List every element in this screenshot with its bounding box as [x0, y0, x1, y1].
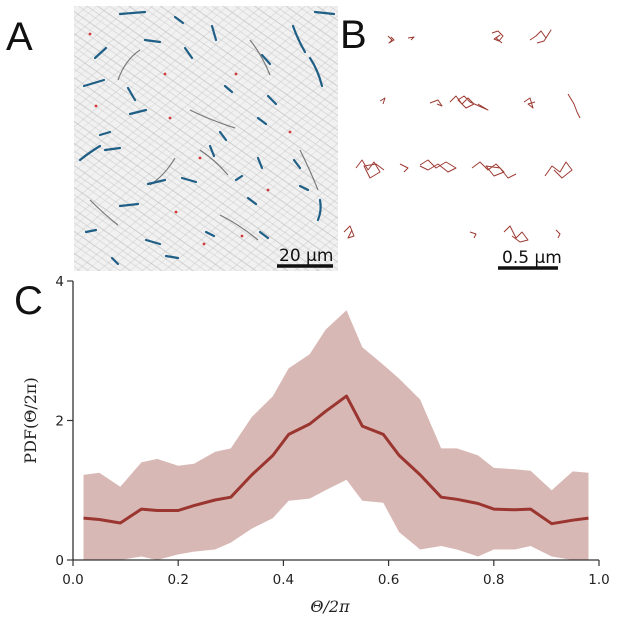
- tracked-filaments: [78, 10, 336, 266]
- panel-a-letter: A: [6, 15, 33, 59]
- red-dots: [88, 32, 292, 246]
- panel-c-letter: C: [14, 279, 43, 323]
- y-tick-label: 0: [55, 553, 64, 569]
- x-tick-label: 0.8: [483, 572, 504, 588]
- panel-a-scalebar-label: 20 μm: [279, 246, 333, 266]
- y-tick-label: 4: [55, 274, 64, 290]
- x-axis-label: Θ/2π: [310, 597, 350, 616]
- x-tick-label: 0.2: [167, 572, 188, 588]
- y-axis-label: PDF(Θ/2π): [21, 377, 40, 463]
- x-tick-label: 0.0: [62, 572, 83, 588]
- y-tick-label: 2: [55, 414, 64, 430]
- x-tick-label: 0.6: [378, 572, 399, 588]
- panel-a-microscopy-image: [74, 6, 338, 271]
- panel-b-letter: B: [340, 13, 367, 57]
- mean-line: [83, 394, 589, 526]
- panel-b-scalebar-label: 0.5 μm: [502, 248, 562, 268]
- dark-filament-streaks: [89, 39, 319, 241]
- x-tick-label: 1.0: [588, 572, 609, 588]
- panel-b-trajectories: [343, 29, 581, 243]
- x-tick-label: 0.4: [273, 572, 294, 588]
- pdf-chart: 0.0 0.2 0.4 0.6 0.8 1.0 0 2 4 Θ/2π PDF(Θ/2π): [21, 274, 610, 616]
- spread-band: [83, 310, 589, 560]
